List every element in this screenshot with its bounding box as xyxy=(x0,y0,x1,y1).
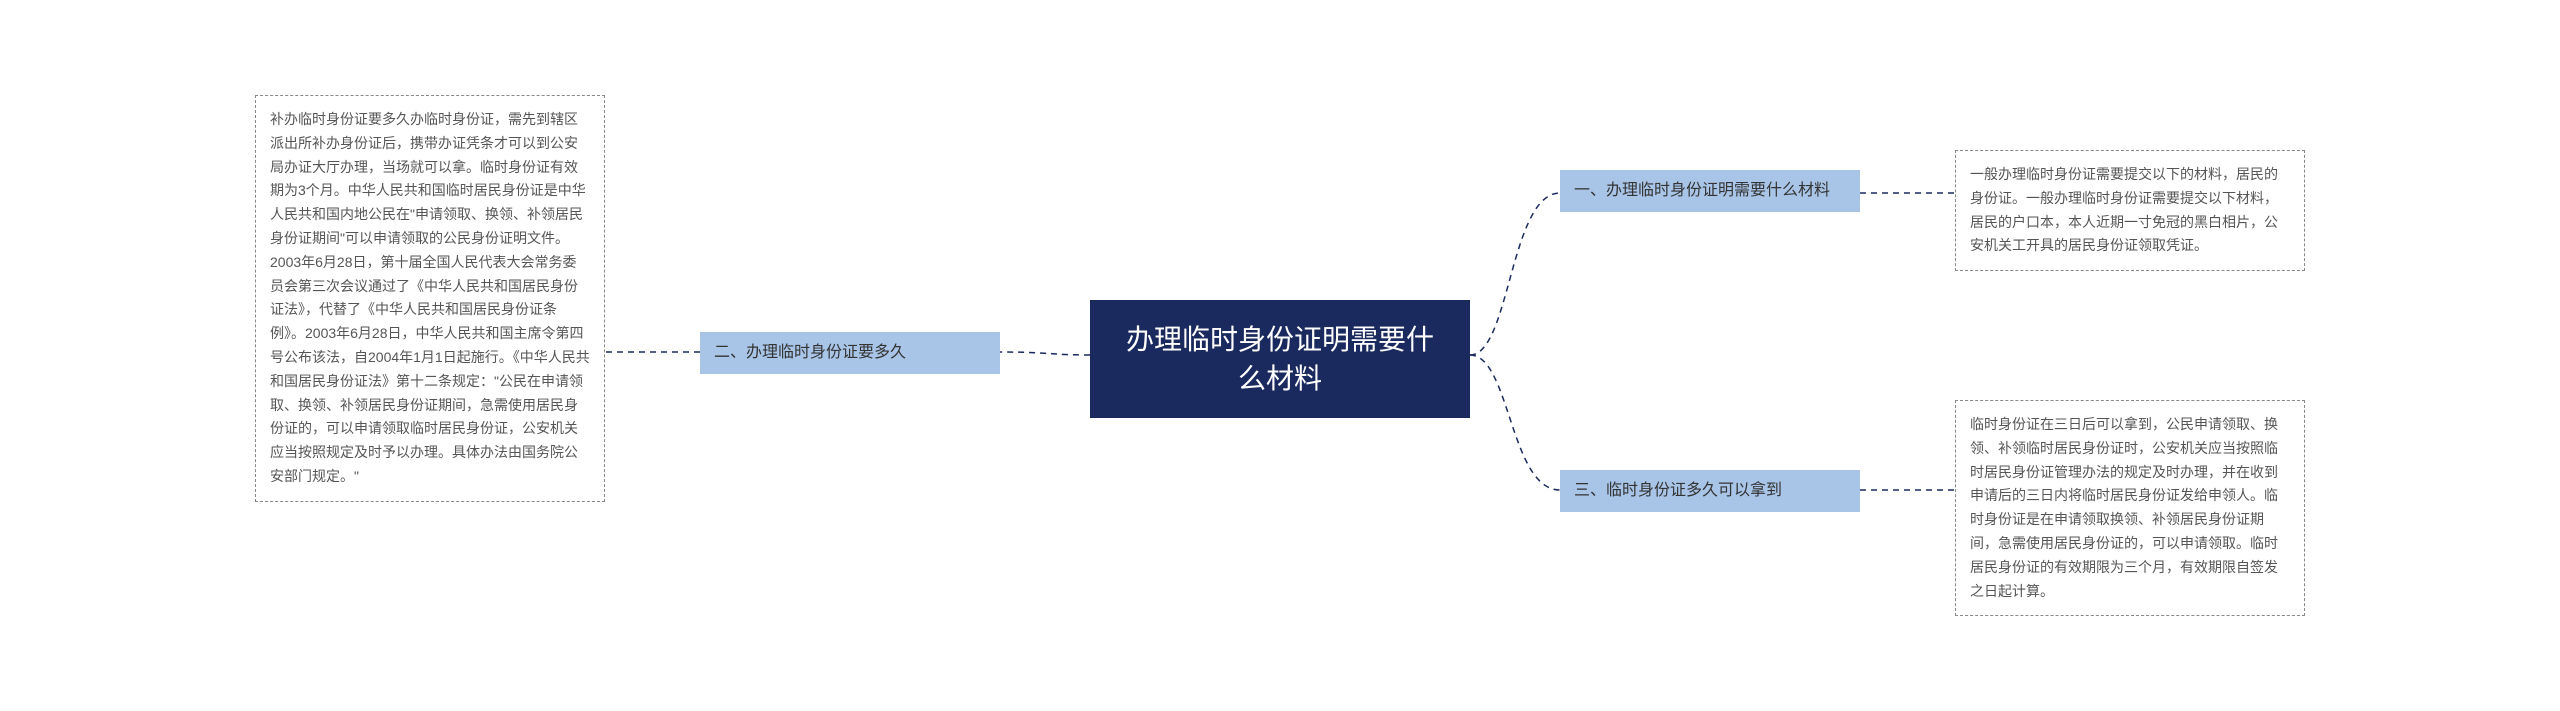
branch-node-3: 三、临时身份证多久可以拿到 xyxy=(1560,470,1860,512)
connector xyxy=(1470,355,1560,490)
detail-node-3: 临时身份证在三日后可以拿到，公民申请领取、换领、补领临时居民身份证时，公安机关应… xyxy=(1955,400,2305,616)
connector xyxy=(1470,193,1560,355)
branch-node-2: 二、办理临时身份证要多久 xyxy=(700,332,1000,374)
center-node: 办理临时身份证明需要什么材料 xyxy=(1090,300,1470,418)
connector xyxy=(1000,352,1090,355)
detail-node-2: 补办临时身份证要多久办临时身份证，需先到辖区派出所补办身份证后，携带办证凭条才可… xyxy=(255,95,605,502)
branch-node-1: 一、办理临时身份证明需要什么材料 xyxy=(1560,170,1860,212)
detail-node-1: 一般办理临时身份证需要提交以下的材料，居民的身份证。一般办理临时身份证需要提交以… xyxy=(1955,150,2305,271)
